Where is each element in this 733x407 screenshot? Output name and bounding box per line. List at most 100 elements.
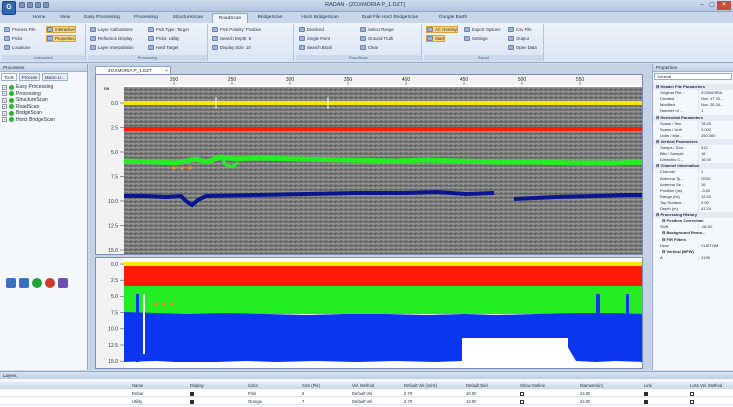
table-cell[interactable]: 10.00 <box>466 391 477 396</box>
print-icon[interactable] <box>43 2 49 8</box>
undo-icon[interactable] <box>35 2 41 8</box>
minimize-button[interactable]: – <box>700 2 704 8</box>
property-category[interactable]: ⊟ Processing History <box>653 212 733 219</box>
col-header[interactable]: Link <box>644 383 652 388</box>
tree-item-bridgescan[interactable]: + BridgeScan <box>2 110 42 116</box>
tab-tools[interactable]: Tools <box>1 73 17 81</box>
col-header[interactable]: Display <box>190 383 204 388</box>
close-button[interactable]: ✕ <box>717 1 731 10</box>
layer-view-bottom[interactable]: 0.0 2.5 5.0 7.5 10.0 12.5 15.0 <box>95 257 643 369</box>
property-row[interactable]: Scans / Unit 3.000 <box>653 126 733 133</box>
property-row[interactable]: Bits / Sample 16 <box>653 151 733 158</box>
table-cell-checkbox[interactable] <box>190 398 194 405</box>
radargram-canvas-top[interactable]: 200 250 300 350 400 450 500 550 0.0 2.5 5.0 7.5 10.… <box>96 75 643 255</box>
property-value[interactable]: Nov. 28 20... <box>698 102 733 109</box>
tab-macro-list[interactable]: Macro Li... <box>42 73 68 81</box>
table-cell[interactable]: 24.00 <box>580 399 591 404</box>
table-cell[interactable]: 2.70 <box>404 391 413 396</box>
properties-combo[interactable]: General <box>654 73 732 80</box>
property-category[interactable]: ⊟ Vertical Parameters <box>653 138 733 145</box>
property-value[interactable]: 16 <box>698 151 733 158</box>
property-value[interactable]: 3.000 <box>698 126 733 133</box>
property-row[interactable]: Original File... ZOXMORIA <box>653 90 733 97</box>
ac-overlay-button[interactable]: AC Overlay <box>426 26 458 33</box>
property-row[interactable]: Antenna Ty... GSSI <box>653 175 733 182</box>
property-row[interactable]: Scans / Sec 78.00 <box>653 120 733 127</box>
table-cell-checkbox[interactable] <box>190 390 194 397</box>
property-value[interactable]: 1 <box>698 108 733 115</box>
property-value[interactable]: 12.00 <box>698 193 733 200</box>
property-row[interactable]: Number of ... 1 <box>653 108 733 115</box>
properties-button[interactable]: Properties <box>46 35 76 42</box>
tab-process[interactable]: Process <box>19 73 41 81</box>
open-icon[interactable] <box>27 2 33 8</box>
property-value[interactable]: 0.00 <box>698 199 733 206</box>
property-row[interactable]: Shift -96.00 <box>653 224 733 231</box>
col-header[interactable]: Default Diel <box>466 383 488 388</box>
tree-item-easy-processing[interactable]: + Easy Processing <box>2 84 54 90</box>
reflection-display-button[interactable]: Reflection Display <box>90 35 132 42</box>
pick-polarity-dropdown[interactable]: Pick Polarity: Positive <box>212 26 261 33</box>
checkbox[interactable] <box>190 391 194 396</box>
col-header[interactable]: Loss Vel. Method <box>690 383 723 388</box>
tab-processing[interactable]: Processing <box>134 15 158 20</box>
export-options-button[interactable]: Export Options <box>464 26 500 33</box>
single-point-button[interactable]: Single Point <box>299 35 330 42</box>
close-icon[interactable]: × <box>165 68 168 73</box>
checkbox[interactable] <box>190 399 194 404</box>
property-row[interactable]: Desc CUSTOM <box>653 242 733 249</box>
display-icon[interactable] <box>6 278 16 288</box>
table-cell[interactable]: Rebar <box>132 391 144 396</box>
table-cell[interactable]: 13.00 <box>466 399 477 404</box>
checkbox[interactable] <box>644 399 648 404</box>
pick-type-dropdown[interactable]: Pick Type: Target <box>148 26 189 33</box>
tab-horiz-bridgescan[interactable]: Horiz BridgeScan <box>301 15 339 20</box>
tab-home[interactable]: Home <box>32 15 46 20</box>
search-block-button[interactable]: Search Block <box>299 44 332 51</box>
table-cell-checkbox[interactable] <box>644 398 648 405</box>
property-value[interactable]: Nov. 17 20... <box>698 96 733 103</box>
property-category[interactable]: ⊟ Vertical (BPW) <box>653 249 733 255</box>
property-row[interactable]: Depth (m) 41.24 <box>653 206 733 213</box>
checkbox[interactable] <box>690 391 694 396</box>
radargram-view-top[interactable]: 200 250 300 350 400 450 500 550 0.0 2.5 5.0 7.5 10.… <box>95 74 643 255</box>
col-header[interactable]: Size (Pix) <box>302 383 320 388</box>
property-row[interactable]: Top Surface... 0.00 <box>653 199 733 206</box>
tab-google-earth[interactable]: Google Earth <box>438 15 468 20</box>
dividend-button[interactable]: Dividend <box>299 26 324 33</box>
tab-roadscan[interactable]: RoadScan <box>212 13 248 23</box>
layer-canvas-bottom[interactable]: 0.0 2.5 5.0 7.5 10.0 12.5 15.0 <box>96 258 643 369</box>
property-category[interactable]: ⊟ Position Correction <box>653 218 733 224</box>
save-icon[interactable] <box>19 2 25 8</box>
property-row[interactable]: Channel 1 <box>653 169 733 176</box>
tree-item-roadscan[interactable]: + RoadScan <box>2 103 40 110</box>
property-value[interactable]: 1 <box>698 169 733 176</box>
pick-marker[interactable] <box>162 302 166 306</box>
table-row[interactable]: Rebar Pink 6 Default Vel 2.70 10.00 24.00 <box>0 390 733 397</box>
property-row[interactable]: Range (ns) 12.00 <box>653 193 733 200</box>
start-button[interactable]: Start <box>426 35 446 42</box>
tab-easy-processing[interactable]: Easy Processing <box>84 15 120 20</box>
table-cell-checkbox[interactable] <box>690 398 694 405</box>
checkbox[interactable] <box>520 399 524 404</box>
application-menu-button[interactable]: G <box>2 1 16 15</box>
table-cell-checkbox[interactable] <box>644 390 648 397</box>
display-size-field[interactable]: Display Size: 10 <box>212 44 251 51</box>
stop-icon[interactable] <box>45 278 55 288</box>
picks-button[interactable]: Picks <box>4 35 22 42</box>
property-value[interactable]: 512 <box>698 145 733 152</box>
property-value[interactable]: CUSTOM <box>698 242 733 249</box>
tree-item-horiz-bridgescan[interactable]: + Horiz BridgeScan <box>2 116 55 123</box>
run-icon[interactable] <box>32 278 42 288</box>
tree-item-structurescan[interactable]: + StructureScan <box>2 97 48 103</box>
table-row[interactable]: Utility Orange 7 Default Vel 2.70 13.00 24.00 <box>0 398 733 405</box>
checkbox[interactable] <box>690 399 694 404</box>
property-row[interactable]: Dielectric C... 16.00 <box>653 157 733 164</box>
property-row[interactable]: Antenna Se... 16 <box>653 181 733 188</box>
checkbox[interactable] <box>644 391 648 396</box>
select-range-button[interactable]: Select Range <box>360 26 394 33</box>
tab-structurescan[interactable]: StructureScan <box>172 15 204 20</box>
property-row[interactable]: A 4195 <box>653 254 733 261</box>
table-cell-checkbox[interactable] <box>690 390 694 397</box>
table-cell[interactable]: Orange <box>248 399 262 404</box>
